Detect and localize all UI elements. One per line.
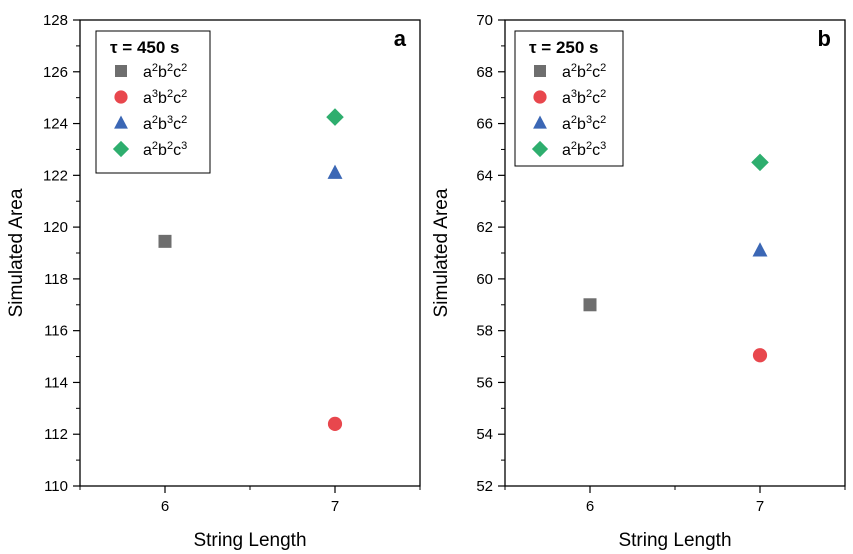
y-tick-label: 52 [476,478,493,495]
legend-label: a2b3c2 [562,114,606,133]
legend-marker-triangle [114,115,128,129]
legend: τ = 250 s a2b2c2 a3b2c2 a2b3c2 a2b2c3 [514,30,624,167]
legend-label: a2b2c2 [562,62,606,81]
y-tick-label: 58 [476,323,493,340]
panel-a: 110 112 114 116 118 120 122 124 126 128 6 7 String L… [6,12,421,551]
legend-marker-triangle [533,115,547,129]
legend-label: a3b2c2 [562,88,606,107]
legend-marker-square [534,65,546,77]
y-tick-label: 126 [43,64,68,81]
y-axis-title: Simulated Area [6,188,27,317]
y-tick-label: 124 [43,116,68,133]
y-tick-label: 54 [476,426,493,443]
y-tick-label: 112 [44,426,68,443]
y-axis-title: Simulated Area [431,188,452,317]
y-tick-label: 110 [44,478,68,495]
data-point-diamond [751,153,769,172]
y-tick-label: 114 [44,374,68,391]
legend-marker-circle [114,90,128,104]
x-tick-label: 6 [586,498,594,515]
y-tick-label: 122 [43,167,68,184]
panel-b: 52 54 56 58 60 62 64 66 68 70 6 7 String Length Simul… [431,12,846,551]
y-tick-label: 120 [43,219,68,236]
legend-marker-circle [533,90,547,104]
legend-label: a2b2c2 [143,62,187,81]
y-tick-label: 64 [476,167,493,184]
legend-title: τ = 450 s [110,38,180,57]
y-tick-label: 70 [476,12,493,29]
legend-marker-square [115,65,127,77]
x-axis-title: String Length [193,530,306,551]
data-point-triangle [327,164,343,179]
data-point-triangle [752,242,768,257]
legend-box [514,30,624,167]
x-axis-title: String Length [618,530,731,551]
legend-marker-diamond [112,140,130,158]
y-tick-label: 62 [476,219,493,236]
legend-marker-diamond [531,140,549,158]
legend: τ = 450 s a2b2c2 a3b2c2 a2b3c2 a2b2c3 [95,30,211,174]
y-tick-label: 56 [476,374,493,391]
legend-title: τ = 250 s [529,38,599,57]
x-tick-label: 6 [161,498,169,515]
data-point-square [158,234,172,248]
x-tick-label: 7 [331,498,339,515]
y-tick-label: 118 [44,271,68,288]
y-tick-label: 116 [44,323,68,340]
x-tick-label: 7 [756,498,764,515]
legend-label: a2b2c3 [562,140,606,159]
data-point-circle [752,348,768,363]
panel-letter: b [818,26,831,51]
legend-label: a2b2c3 [143,140,187,159]
data-point-square [583,298,597,312]
legend-label: a3b2c2 [143,88,187,107]
data-point-circle [327,416,343,431]
y-tick-label: 66 [476,116,493,133]
data-point-diamond [326,108,344,126]
panel-letter: a [394,26,407,51]
y-tick-label: 60 [476,271,493,288]
y-tick-label: 68 [476,64,493,81]
legend-label: a2b3c2 [143,114,187,133]
y-tick-label: 128 [43,12,68,29]
